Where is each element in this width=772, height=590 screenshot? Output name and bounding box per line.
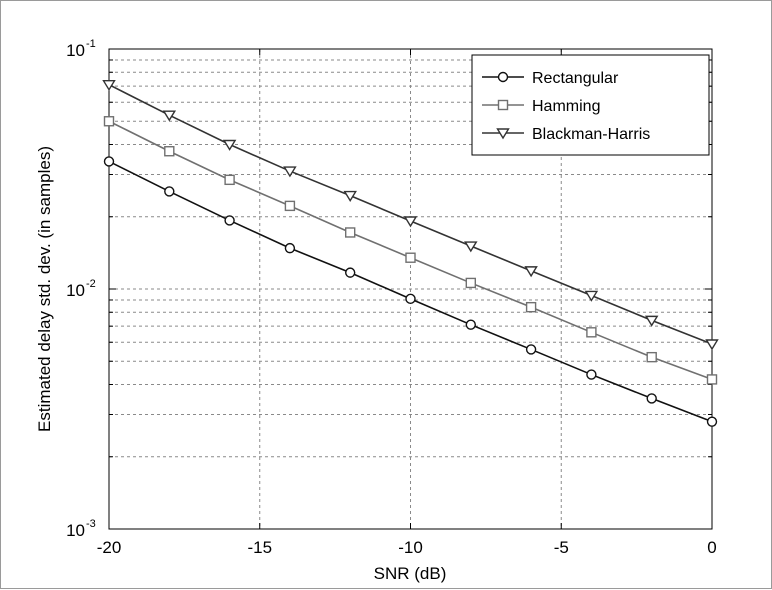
series-hamming (103, 116, 718, 385)
x-tick-label: -20 (97, 538, 122, 557)
data-point-marker (405, 293, 416, 305)
data-point-marker (222, 139, 237, 151)
data-point-marker (345, 227, 356, 238)
y-tick-exponent: -3 (86, 518, 96, 530)
data-point-marker (345, 267, 356, 278)
y-axis-label: Estimated delay std. dev. (in samples) (35, 146, 54, 432)
data-point-marker (644, 315, 659, 327)
data-point-marker (403, 216, 418, 228)
legend-item: Rectangular (482, 70, 619, 87)
legend: Rectangular Hamming Blackman-Harris (471, 54, 710, 156)
data-point-marker (164, 146, 175, 157)
data-point-marker (646, 351, 657, 363)
legend-label: Rectangular (532, 70, 619, 87)
data-point-marker (343, 190, 357, 202)
data-point-marker (646, 393, 657, 404)
axis-ticks: -20 -15 -10 -5 010-310-210-1 (66, 38, 717, 557)
data-point-marker (586, 369, 597, 380)
series-rectangular (103, 156, 718, 427)
y-tick-exponent: -2 (86, 278, 96, 290)
x-tick-label: 0 (707, 538, 716, 557)
data-point-marker (465, 319, 476, 330)
data-point-marker (525, 344, 537, 355)
data-point-marker (706, 374, 718, 385)
data-point-marker (586, 327, 597, 338)
series-layer (102, 79, 719, 427)
data-point-marker (497, 71, 509, 83)
data-point-marker (525, 301, 537, 313)
data-point-marker (465, 277, 476, 289)
data-point-marker (496, 128, 510, 140)
data-point-marker (103, 116, 115, 127)
x-tick-label: -15 (247, 538, 272, 557)
y-tick-label: 10 (66, 521, 85, 540)
data-point-marker (224, 215, 235, 226)
data-point-marker (224, 174, 235, 186)
y-tick-label: 10 (66, 41, 85, 60)
data-point-marker (405, 252, 416, 263)
data-point-marker (102, 79, 116, 92)
data-point-marker (524, 266, 538, 278)
data-point-marker (584, 290, 599, 302)
legend-item: Hamming (482, 98, 600, 115)
data-point-marker (464, 241, 478, 253)
data-point-marker (103, 156, 115, 167)
series-blackman-harris (102, 79, 719, 351)
y-tick-exponent: -1 (86, 38, 96, 50)
data-point-marker (284, 200, 296, 212)
data-point-marker (705, 339, 719, 351)
data-point-marker (164, 186, 175, 197)
data-point-marker (162, 110, 177, 122)
data-point-marker (706, 416, 718, 427)
legend-label: Hamming (532, 98, 600, 115)
x-tick-label: -5 (554, 538, 569, 557)
y-tick-label: 10 (66, 281, 85, 300)
data-point-marker (284, 242, 296, 254)
data-point-marker (497, 99, 509, 111)
x-tick-label: -10 (398, 538, 423, 557)
data-point-marker (283, 166, 297, 178)
x-axis-label: SNR (dB) (374, 564, 447, 583)
legend-item: Blackman-Harris (482, 126, 650, 143)
legend-label: Blackman-Harris (532, 126, 650, 143)
